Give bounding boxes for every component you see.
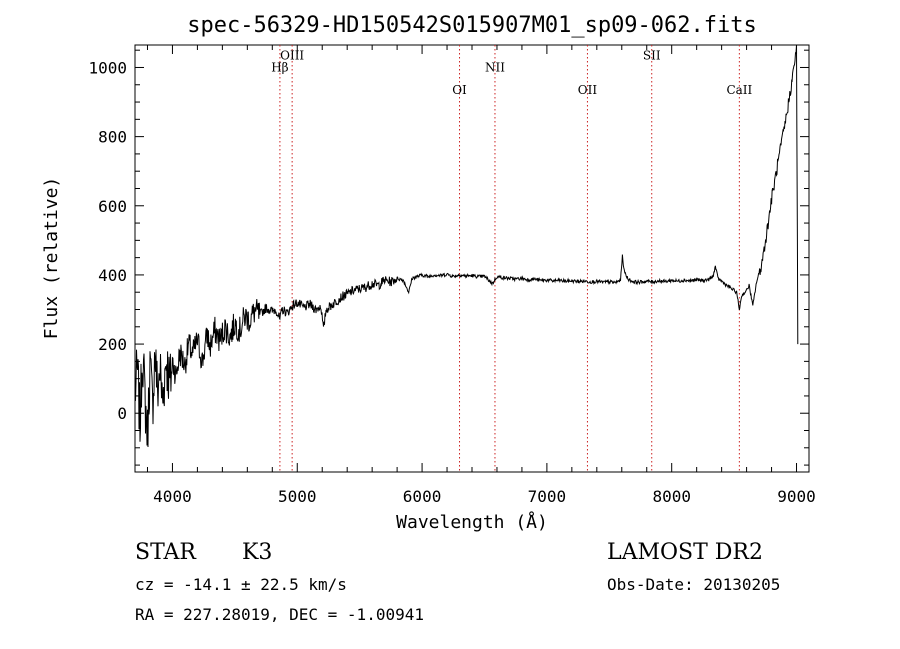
survey-name: LAMOST DR2 <box>607 540 763 565</box>
spectral-line-label: NII <box>485 60 505 74</box>
spectral-line-label: OI <box>452 83 467 97</box>
spectral-line-label: OIII <box>280 48 304 62</box>
y-axis-label: Flux (relative) <box>41 177 62 340</box>
spectral-line-label: Hβ <box>271 60 288 74</box>
y-tick-label: 1000 <box>88 58 127 77</box>
x-axis-label: Wavelength (Å) <box>396 511 548 533</box>
chart-title: spec-56329-HD150542S015907M01_sp09-062.f… <box>187 13 757 38</box>
spectrum-line <box>134 44 799 448</box>
spectral-line-label: SII <box>643 48 661 62</box>
x-tick-label: 7000 <box>528 487 567 506</box>
x-tick-label: 8000 <box>652 487 691 506</box>
spectral-line-label: CaII <box>726 83 752 97</box>
y-tick-label: 400 <box>98 266 127 285</box>
y-tick-label: 800 <box>98 128 127 147</box>
x-tick-label: 6000 <box>403 487 442 506</box>
y-tick-label: 200 <box>98 335 127 354</box>
y-tick-label: 0 <box>117 404 127 423</box>
redshift-cz: cz = -14.1 ± 22.5 km/s <box>135 575 347 594</box>
y-axis: 0 200 400 600 800 1000 <box>88 49 809 466</box>
x-tick-label: 9000 <box>777 487 816 506</box>
x-tick-label: 5000 <box>278 487 317 506</box>
x-axis: 4000 5000 6000 7000 8000 9000 <box>146 45 816 506</box>
spectral-line-label: OII <box>578 83 598 97</box>
y-tick-label: 600 <box>98 197 127 216</box>
observation-date: Obs-Date: 20130205 <box>607 575 780 594</box>
plot-frame <box>134 44 810 473</box>
x-tick-label: 4000 <box>153 487 192 506</box>
ra-dec: RA = 227.28019, DEC = -1.00941 <box>135 605 424 624</box>
object-class: STAR <box>135 540 197 565</box>
object-subclass: K3 <box>242 540 272 565</box>
